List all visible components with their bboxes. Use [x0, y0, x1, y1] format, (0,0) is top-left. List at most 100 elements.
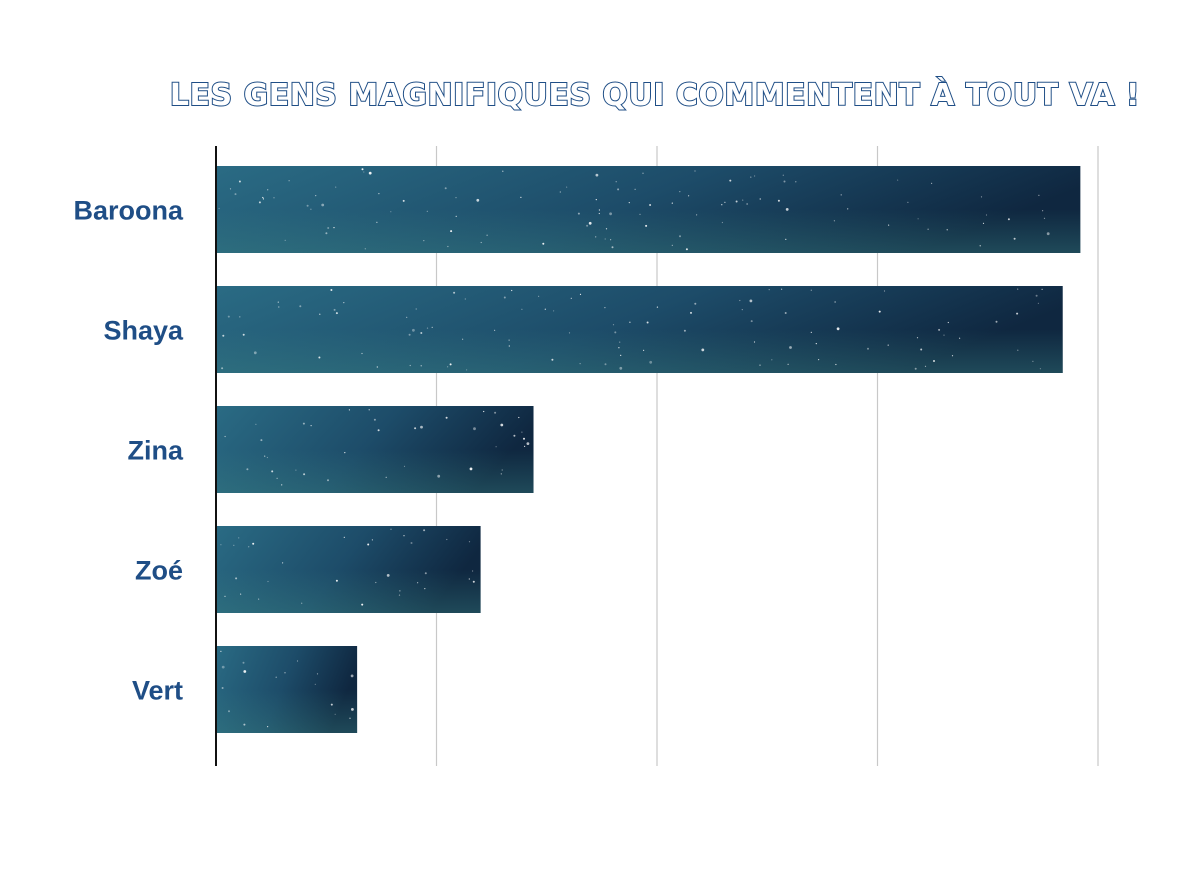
- star-dot: [468, 578, 470, 580]
- star-dot: [449, 363, 452, 366]
- star-dot: [634, 188, 636, 190]
- star-dot: [656, 306, 659, 308]
- star-dot: [327, 227, 330, 229]
- star-dot: [224, 435, 226, 438]
- star-dot: [281, 484, 283, 486]
- star-dot: [371, 539, 373, 541]
- bar-glow: [216, 526, 481, 613]
- star-dot: [277, 301, 279, 303]
- star-dot: [253, 351, 257, 355]
- star-dot: [335, 312, 338, 315]
- bar-glow: [216, 406, 534, 493]
- star-dot: [325, 232, 328, 235]
- star-dot: [299, 305, 302, 308]
- star-dot: [403, 465, 406, 467]
- star-dot: [495, 446, 497, 448]
- star-dot: [390, 528, 392, 530]
- category-label: Vert: [132, 676, 183, 706]
- star-dot: [373, 418, 376, 421]
- bar-glow: [216, 286, 1063, 373]
- star-dot: [951, 355, 954, 357]
- star-dot: [385, 476, 387, 478]
- star-dot: [810, 289, 812, 291]
- star-dot: [315, 195, 317, 197]
- star-dot: [306, 204, 309, 207]
- star-dot: [221, 665, 225, 669]
- star-dot: [266, 456, 268, 459]
- star-dot: [334, 713, 336, 715]
- star-dot: [330, 289, 333, 291]
- star-dot: [947, 321, 949, 324]
- star-dot: [782, 174, 784, 176]
- star-dot: [735, 200, 738, 203]
- star-dot: [500, 423, 504, 427]
- star-dot: [1013, 237, 1016, 240]
- star-dot: [229, 188, 232, 190]
- star-dot: [914, 367, 917, 370]
- star-dot: [785, 238, 787, 240]
- star-dot: [595, 236, 597, 238]
- star-dot: [946, 229, 948, 231]
- star-dot: [333, 308, 336, 311]
- star-dot: [234, 193, 237, 196]
- star-dot: [278, 306, 280, 308]
- star-dot: [258, 598, 260, 600]
- star-dot: [472, 580, 475, 583]
- star-dot: [343, 302, 345, 304]
- star-dot: [417, 582, 419, 584]
- star-dot: [220, 650, 222, 653]
- star-dot: [579, 293, 582, 295]
- star-dot: [368, 409, 370, 411]
- star-dot: [302, 422, 305, 425]
- star-dot: [783, 180, 786, 183]
- star-dot: [376, 221, 378, 223]
- star-dot: [521, 431, 523, 433]
- star-dot: [349, 717, 351, 719]
- star-dot: [511, 289, 513, 292]
- star-dot: [629, 321, 631, 323]
- bar-2: [216, 406, 534, 493]
- star-dot: [258, 201, 261, 204]
- category-labels: Baroona Shaya Zina Zoé Vert: [73, 196, 184, 706]
- star-dot: [364, 248, 366, 250]
- star-dot: [252, 542, 255, 545]
- star-dot: [453, 291, 456, 294]
- star-dot: [310, 425, 312, 427]
- star-dot: [1016, 312, 1019, 315]
- star-dot: [444, 187, 447, 190]
- star-dot: [469, 467, 473, 471]
- star-dot: [542, 242, 545, 245]
- star-dot: [403, 535, 405, 537]
- star-dot: [605, 228, 608, 230]
- star-dot: [233, 544, 235, 546]
- star-dot: [609, 212, 612, 216]
- star-dot: [753, 341, 756, 343]
- star-dot: [768, 289, 770, 291]
- star-dot: [255, 423, 257, 425]
- star-dot: [327, 479, 329, 482]
- star-dot: [314, 683, 316, 686]
- star-dot: [646, 321, 649, 324]
- star-dot: [598, 212, 600, 215]
- star-dot: [431, 326, 433, 328]
- star-dot: [282, 562, 284, 564]
- star-dot: [378, 193, 380, 195]
- star-dot: [242, 333, 245, 336]
- star-dot: [284, 672, 286, 674]
- star-dot: [455, 197, 457, 199]
- star-dot: [472, 570, 474, 572]
- star-dot: [595, 173, 599, 177]
- star-dot: [420, 425, 423, 429]
- star-dot: [1038, 194, 1040, 196]
- star-dot: [363, 171, 365, 173]
- star-dot: [897, 179, 899, 181]
- star-dot: [466, 369, 468, 371]
- bars: [216, 166, 1081, 733]
- star-dot: [243, 670, 247, 673]
- star-dot: [284, 239, 286, 241]
- star-dot: [671, 244, 673, 246]
- star-dot: [361, 603, 364, 606]
- star-dot: [502, 170, 504, 172]
- star-dot: [222, 334, 225, 337]
- star-dot: [615, 181, 617, 183]
